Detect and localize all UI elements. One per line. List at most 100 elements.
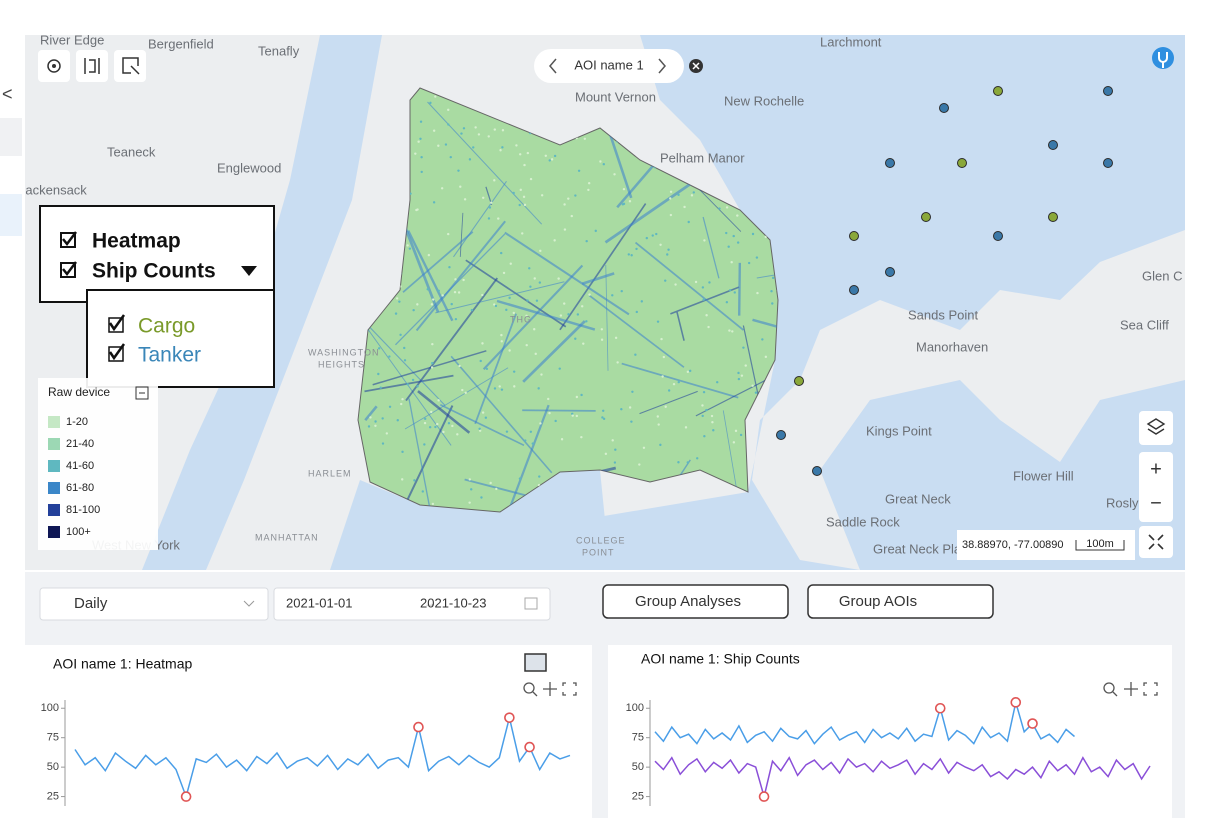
speckle (661, 375, 664, 378)
speckle (470, 308, 474, 312)
tanker-ship[interactable] (939, 103, 949, 113)
speckle (535, 299, 539, 302)
speckle (453, 290, 457, 294)
speckle (436, 422, 439, 426)
street (405, 277, 499, 402)
speckle (484, 416, 488, 419)
date-range[interactable] (273, 587, 551, 621)
tanker-ship[interactable] (849, 285, 859, 295)
dropdown-arrow[interactable] (241, 266, 257, 276)
tanker-ship[interactable] (812, 466, 822, 476)
zoom-tool[interactable] (523, 682, 535, 694)
speckle (611, 439, 614, 442)
place: Pelham Manor (660, 150, 745, 165)
speckle (512, 311, 515, 315)
speckle (430, 366, 434, 369)
speckle (493, 128, 497, 131)
logo[interactable] (1152, 47, 1174, 69)
tanker-ship[interactable] (885, 267, 895, 277)
street (496, 299, 596, 331)
speckle (604, 452, 608, 456)
speckle (525, 343, 528, 347)
sidebar-item[interactable] (0, 118, 22, 156)
speckle (430, 303, 434, 306)
check (108, 314, 126, 332)
speckle (602, 409, 605, 413)
zoom-out[interactable]: − (1150, 492, 1162, 514)
collapse-button[interactable]: < (2, 84, 13, 104)
interval-select[interactable] (39, 587, 269, 621)
street (453, 181, 507, 258)
layers-button[interactable] (1139, 411, 1173, 445)
speckle (740, 374, 744, 377)
compare-button[interactable] (76, 50, 108, 82)
speckle (659, 243, 662, 246)
speckle (437, 399, 440, 402)
street (407, 230, 454, 322)
group-analyses-button[interactable] (602, 584, 789, 619)
speckle (634, 353, 637, 356)
speckle (377, 347, 381, 350)
speckle (505, 308, 508, 312)
speckle (548, 411, 551, 415)
speckle (683, 205, 686, 209)
speckle (580, 305, 584, 308)
layer-heatmap[interactable]: Heatmap (92, 230, 181, 253)
cargo-ship[interactable] (794, 376, 804, 386)
layer-tanker[interactable]: Tanker (138, 344, 201, 367)
speckle (448, 266, 451, 269)
anomaly-marker (180, 791, 192, 802)
check (62, 231, 77, 247)
street (505, 404, 550, 512)
speckle (574, 194, 577, 197)
tool-icons[interactable] (1112, 682, 1158, 697)
speckle (728, 329, 731, 332)
speckle (460, 132, 463, 135)
aoi-prev[interactable] (549, 58, 557, 74)
cargo-ship[interactable] (849, 231, 859, 241)
speckle (635, 247, 638, 251)
place: Hackensack (16, 182, 87, 197)
speckle (732, 441, 736, 444)
speckle (488, 206, 492, 209)
speckle (426, 288, 429, 291)
speckle (500, 388, 504, 391)
speckle (600, 328, 604, 331)
sidebar-item[interactable] (0, 194, 22, 236)
tanker-ship[interactable] (1103, 86, 1113, 96)
street (417, 390, 471, 434)
speckle (512, 191, 515, 195)
speckle (485, 367, 489, 371)
cargo-ship[interactable] (921, 212, 931, 222)
speckle (630, 254, 633, 257)
zoom-tool[interactable] (1103, 682, 1115, 694)
tool-icons[interactable] (532, 682, 577, 697)
cargo-ship[interactable] (993, 86, 1003, 96)
aoi-next[interactable] (658, 58, 666, 74)
end-date: 2021-10-23 (420, 595, 487, 610)
layer-cargo[interactable]: Cargo (138, 315, 195, 338)
select-button[interactable] (114, 50, 146, 82)
speckle (500, 333, 503, 337)
place: Sea Cliff (1120, 317, 1169, 332)
speckle (432, 201, 436, 204)
cargo-ship[interactable] (957, 158, 967, 168)
speckle (406, 244, 409, 247)
speckle (416, 303, 419, 306)
legend-swatch (48, 504, 60, 516)
tanker-ship[interactable] (885, 158, 895, 168)
tanker-ship[interactable] (1048, 140, 1058, 150)
fullscreen-button[interactable] (1139, 526, 1173, 558)
tanker-ship[interactable] (776, 430, 786, 440)
speckle (600, 338, 604, 341)
cargo-ship[interactable] (1048, 212, 1058, 222)
layer-ship-counts[interactable]: Ship Counts (92, 260, 216, 283)
legend-collapse[interactable] (135, 386, 149, 400)
speckle (711, 421, 714, 424)
tanker-ship[interactable] (993, 231, 1003, 241)
speckle (575, 414, 579, 418)
chart-toggle[interactable] (524, 653, 547, 672)
tanker-ship[interactable] (1103, 158, 1113, 168)
zoom-in[interactable]: + (1150, 458, 1162, 480)
group-aois-button[interactable] (807, 584, 994, 619)
